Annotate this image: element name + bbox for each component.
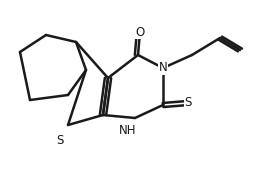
Text: N: N	[159, 62, 167, 75]
Text: O: O	[135, 26, 145, 39]
Text: S: S	[184, 96, 192, 110]
Text: NH: NH	[119, 124, 137, 137]
Text: S: S	[56, 134, 64, 147]
